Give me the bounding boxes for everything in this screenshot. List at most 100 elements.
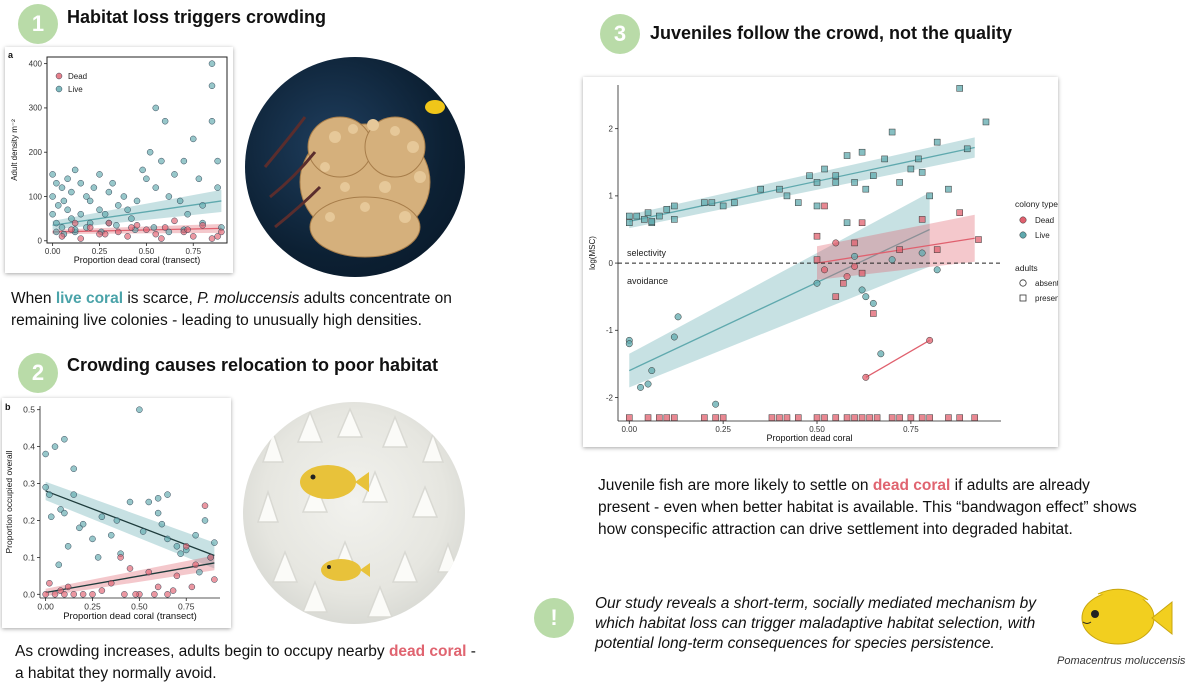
legend-marker <box>55 72 63 80</box>
y-tick-label: 0 <box>38 237 43 246</box>
data-point-live <box>199 202 206 209</box>
data-point-live-present <box>806 172 813 179</box>
data-point-dead-absent <box>843 273 851 280</box>
data-point-live-absent <box>877 350 885 358</box>
y-tick-label: 300 <box>29 104 43 113</box>
data-point-live-present <box>757 185 764 193</box>
y-tick-label: -1 <box>606 326 614 335</box>
live-coral-illustration <box>263 100 445 258</box>
x-tick-label: 0.25 <box>92 247 108 256</box>
data-point-dead-absent <box>851 262 859 270</box>
data-point-dead <box>188 583 196 591</box>
data-point-live <box>109 179 116 187</box>
data-point-live-present <box>794 199 802 206</box>
data-point-dead <box>108 579 115 587</box>
data-point-dead <box>42 591 49 598</box>
confidence-band <box>629 137 975 229</box>
data-point-live <box>201 517 209 524</box>
data-point-live <box>158 520 166 528</box>
data-point-dead <box>211 576 218 583</box>
confidence-band <box>45 555 215 597</box>
data-point-live <box>70 465 77 473</box>
data-point-dead-zero <box>907 414 915 421</box>
data-point-live-present <box>626 212 633 220</box>
legend-title-adults: adults <box>1015 263 1038 273</box>
data-point-live-present <box>933 138 941 146</box>
chart-panel-b: 0.00 0.25 0.50 0.75 0.0 0.1 0.2 0.3 0.4 0.5 Propor… <box>2 398 231 628</box>
data-point-dead <box>105 219 113 227</box>
data-point-dead <box>101 230 109 238</box>
trend-line <box>816 237 975 264</box>
data-point-live <box>108 531 115 539</box>
data-point-dead-zero <box>719 414 727 421</box>
data-point-live <box>101 210 109 218</box>
data-point-live <box>105 188 113 196</box>
data-point-live-present <box>626 219 633 227</box>
data-point-dead <box>124 233 131 240</box>
legend-marker-absent <box>1019 279 1027 287</box>
data-point-live <box>64 543 72 550</box>
data-point-live <box>68 188 75 196</box>
x-tick-label: 0.50 <box>809 425 825 434</box>
data-point-dead-present <box>858 269 866 277</box>
data-point-live-absent <box>933 266 941 274</box>
chart-panel-a: 0.00 0.25 0.50 0.75 0 100 200 300 400 Proportion … <box>5 47 233 273</box>
data-point-live <box>120 193 128 200</box>
data-point-dead-zero <box>956 414 963 421</box>
data-point-live-present <box>843 152 851 159</box>
data-point-live <box>53 219 60 227</box>
data-point-dead <box>98 587 106 594</box>
live-coral-highlight: live coral <box>55 290 124 307</box>
data-point-live <box>71 166 79 174</box>
y-tick-label: 1 <box>609 192 614 201</box>
data-point-live <box>208 60 216 67</box>
data-point-live <box>96 171 103 178</box>
data-point-dead <box>68 226 75 233</box>
data-point-live-present <box>881 155 888 163</box>
data-point-live-present <box>783 192 791 200</box>
data-point-live <box>146 148 154 156</box>
data-point-dead-present <box>813 232 821 240</box>
data-point-dead <box>192 561 199 569</box>
data-point-live <box>115 202 122 209</box>
data-point-live <box>124 206 131 214</box>
data-point-live <box>136 406 143 413</box>
text-fragment: if adults are already present - even whe… <box>598 477 1137 538</box>
data-point-live <box>158 157 165 165</box>
data-point-live-present <box>671 216 678 223</box>
data-point-live <box>76 524 83 532</box>
data-point-dead-zero <box>873 414 881 421</box>
section-heading-2: Crowding causes relocation to poor habit… <box>67 355 439 375</box>
data-point-live <box>55 561 62 569</box>
data-point-live <box>196 568 203 576</box>
y-tick-label: 0.4 <box>23 442 35 452</box>
data-point-dead <box>128 224 135 231</box>
data-point-dead <box>58 233 66 240</box>
data-point-live <box>208 117 216 125</box>
data-point-live <box>214 157 221 165</box>
data-point-live-present <box>832 172 840 179</box>
plot-frame <box>46 56 228 244</box>
data-point-live <box>126 498 134 506</box>
data-point-live-present <box>888 128 896 136</box>
section-text-1: When live coral is scarce, P. moluccensi… <box>11 288 456 332</box>
damselfish-icon <box>1081 588 1173 645</box>
x-tick-label: 0.75 <box>185 247 201 256</box>
confidence-band <box>45 481 215 569</box>
data-point-live-present <box>813 202 821 210</box>
text-fragment: is scarce, <box>123 290 198 307</box>
data-point-dead <box>199 222 206 229</box>
x-axis-label: Proportion dead coral (transect) <box>74 255 201 265</box>
data-point-dead <box>158 235 165 242</box>
data-point-dead <box>207 554 214 561</box>
data-point-dead-zero <box>858 414 866 421</box>
x-tick-label: 0.75 <box>903 425 919 434</box>
data-point-dead-present <box>851 239 858 247</box>
data-point-live-absent <box>813 279 821 287</box>
data-point-live <box>89 535 96 543</box>
data-point-dead <box>133 222 141 229</box>
data-point-dead <box>164 591 171 598</box>
data-point-live <box>195 175 203 183</box>
data-point-live <box>211 539 218 546</box>
data-point-live-absent <box>858 286 866 294</box>
